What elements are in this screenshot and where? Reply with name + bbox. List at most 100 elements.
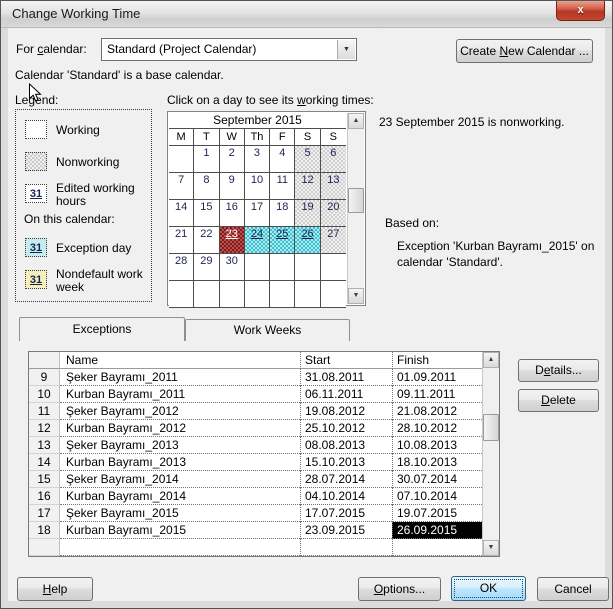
cell-num[interactable]: 10: [29, 386, 60, 403]
cell-start[interactable]: 17.07.2015: [300, 505, 392, 522]
cell-num[interactable]: 18: [29, 522, 60, 539]
calendar-day-17[interactable]: 17: [244, 200, 271, 227]
calendar-day-empty[interactable]: [194, 281, 220, 308]
calendar-day-27[interactable]: 27: [320, 227, 346, 254]
calendar-day-21[interactable]: 21: [169, 227, 195, 254]
calendar-day-empty[interactable]: [169, 281, 195, 308]
calendar-day-4[interactable]: 4: [270, 146, 296, 173]
cell-name[interactable]: [60, 539, 300, 556]
calendar-day-empty[interactable]: [169, 146, 195, 173]
title-bar[interactable]: Change Working Time x: [1, 1, 612, 28]
calendar-day-8[interactable]: 8: [194, 173, 220, 200]
cell-name[interactable]: Şeker Bayramı_2011: [60, 369, 300, 386]
calendar-day-28[interactable]: 28: [169, 254, 195, 281]
cell-finish[interactable]: [392, 539, 482, 556]
cell-num[interactable]: 15: [29, 471, 60, 488]
cell-name[interactable]: Şeker Bayramı_2014: [60, 471, 300, 488]
calendar-day-26[interactable]: 26: [295, 227, 321, 254]
calendar-day-1[interactable]: 1: [194, 146, 220, 173]
cell-finish[interactable]: 09.11.2011: [392, 386, 482, 403]
calendar-day-empty[interactable]: [270, 254, 296, 281]
cell-num[interactable]: 16: [29, 488, 60, 505]
calendar-day-11[interactable]: 11: [270, 173, 296, 200]
delete-button[interactable]: Delete: [518, 389, 599, 412]
cell-finish[interactable]: 19.07.2015: [392, 505, 482, 522]
tab-exceptions[interactable]: Exceptions: [19, 317, 185, 341]
close-button[interactable]: x: [556, 1, 605, 21]
cell-finish[interactable]: 26.09.2015: [392, 522, 482, 539]
calendar-scrollbar[interactable]: ▲ ▼: [347, 113, 364, 304]
calendar-day-6[interactable]: 6: [320, 146, 346, 173]
cell-name[interactable]: Şeker Bayramı_2012: [60, 403, 300, 420]
calendar-day-25[interactable]: 25: [270, 227, 296, 254]
cell-finish[interactable]: 30.07.2014: [392, 471, 482, 488]
ok-button[interactable]: OK: [451, 576, 526, 601]
options-button[interactable]: Options...: [358, 577, 441, 601]
cell-start[interactable]: 06.11.2011: [300, 386, 392, 403]
calendar-day-empty[interactable]: [295, 254, 321, 281]
calendar-day-5[interactable]: 5: [295, 146, 321, 173]
calendar-day-20[interactable]: 20: [320, 200, 346, 227]
cell-name[interactable]: Kurban Bayramı_2014: [60, 488, 300, 505]
cell-start[interactable]: 08.08.2013: [300, 437, 392, 454]
cell-name[interactable]: Kurban Bayramı_2011: [60, 386, 300, 403]
calendar-day-24[interactable]: 24: [244, 227, 271, 254]
cell-num[interactable]: [29, 539, 60, 556]
calendar-select[interactable]: Standard (Project Calendar) ▼: [101, 38, 357, 61]
cell-name[interactable]: Şeker Bayramı_2015: [60, 505, 300, 522]
help-button[interactable]: Help: [17, 577, 93, 601]
scroll-up-icon[interactable]: ▲: [483, 352, 499, 368]
calendar-day-9[interactable]: 9: [219, 173, 245, 200]
cell-name[interactable]: Kurban Bayramı_2012: [60, 420, 300, 437]
calendar-day-18[interactable]: 18: [270, 200, 296, 227]
calendar-day-13[interactable]: 13: [320, 173, 346, 200]
calendar-day-7[interactable]: 7: [169, 173, 195, 200]
cell-name[interactable]: Kurban Bayramı_2015: [60, 522, 300, 539]
scroll-down-icon[interactable]: ▼: [348, 288, 364, 304]
cell-num[interactable]: 13: [29, 437, 60, 454]
cell-num[interactable]: 17: [29, 505, 60, 522]
calendar-day-empty[interactable]: [244, 281, 271, 308]
details-button[interactable]: Details...: [518, 359, 599, 382]
cell-num[interactable]: 11: [29, 403, 60, 420]
header-name[interactable]: Name: [60, 352, 300, 369]
calendar-day-10[interactable]: 10: [244, 173, 271, 200]
scroll-up-icon[interactable]: ▲: [348, 113, 364, 129]
calendar-day-22[interactable]: 22: [194, 227, 220, 254]
calendar-scrollbar-thumb[interactable]: [348, 188, 364, 213]
cell-finish[interactable]: 07.10.2014: [392, 488, 482, 505]
cell-start[interactable]: 15.10.2013: [300, 454, 392, 471]
tab-work-weeks[interactable]: Work Weeks: [185, 319, 350, 341]
calendar-day-empty[interactable]: [295, 281, 321, 308]
calendar-day-empty[interactable]: [219, 281, 245, 308]
scroll-down-icon[interactable]: ▼: [483, 540, 499, 556]
cell-finish[interactable]: 21.08.2012: [392, 403, 482, 420]
calendar-day-2[interactable]: 2: [219, 146, 245, 173]
calendar-day-23[interactable]: 23: [219, 227, 245, 254]
create-new-calendar-button[interactable]: Create New Calendar ...: [456, 39, 593, 63]
calendar-day-14[interactable]: 14: [169, 200, 195, 227]
calendar-day-19[interactable]: 19: [295, 200, 321, 227]
cell-num[interactable]: 12: [29, 420, 60, 437]
table-scrollbar[interactable]: ▲ ▼: [482, 352, 499, 556]
table-scrollbar-thumb[interactable]: [483, 414, 499, 441]
cell-start[interactable]: 04.10.2014: [300, 488, 392, 505]
cell-start[interactable]: [300, 539, 392, 556]
cell-start[interactable]: 25.10.2012: [300, 420, 392, 437]
calendar-day-3[interactable]: 3: [244, 146, 271, 173]
cell-name[interactable]: Kurban Bayramı_2013: [60, 454, 300, 471]
cancel-button[interactable]: Cancel: [537, 577, 609, 601]
cell-start[interactable]: 19.08.2012: [300, 403, 392, 420]
calendar-day-29[interactable]: 29: [194, 254, 220, 281]
cell-finish[interactable]: 01.09.2011: [392, 369, 482, 386]
cell-start[interactable]: 23.09.2015: [300, 522, 392, 539]
header-finish[interactable]: Finish: [392, 352, 482, 369]
header-start[interactable]: Start: [300, 352, 392, 369]
cell-start[interactable]: 31.08.2011: [300, 369, 392, 386]
cell-num[interactable]: 14: [29, 454, 60, 471]
calendar-day-empty[interactable]: [270, 281, 296, 308]
calendar-day-empty[interactable]: [320, 254, 346, 281]
calendar-day-16[interactable]: 16: [219, 200, 245, 227]
calendar-day-empty[interactable]: [320, 281, 346, 308]
cell-name[interactable]: Şeker Bayramı_2013: [60, 437, 300, 454]
